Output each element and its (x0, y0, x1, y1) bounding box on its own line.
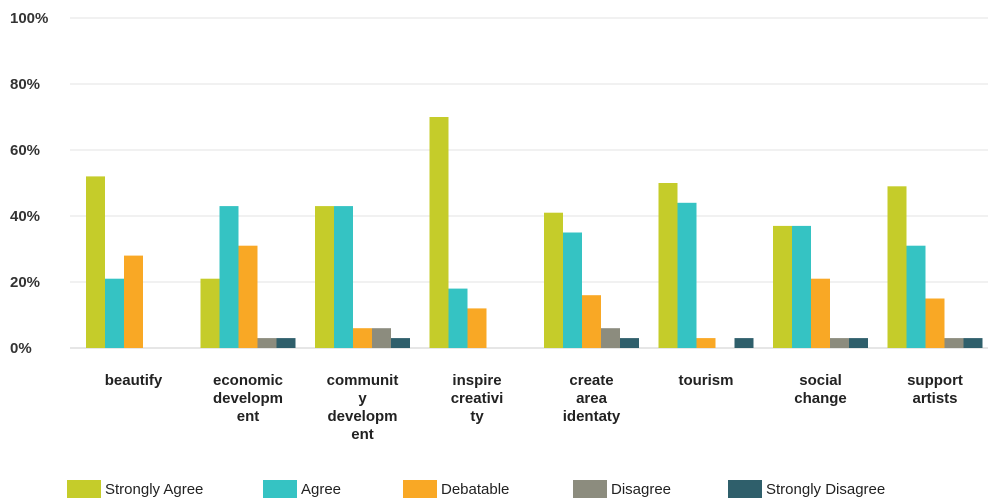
bar (544, 212, 563, 348)
bar (219, 206, 239, 348)
legend-swatch (67, 480, 101, 498)
bars (86, 117, 983, 348)
bar (677, 202, 697, 348)
x-axis-labels: beautify economic developm ent communit y deve… (105, 372, 963, 443)
bar (792, 225, 811, 348)
legend-label: Strongly Disagree (766, 481, 885, 498)
bar (773, 225, 792, 348)
bar (124, 255, 143, 348)
legend-swatch (263, 480, 297, 498)
y-tick-label: 20% (10, 274, 40, 291)
y-tick-label: 80% (10, 76, 40, 93)
y-axis-ticks: 0% 20% 40% 60% 80% 100% (10, 10, 48, 357)
bar (372, 328, 391, 348)
x-category-label: tourism (678, 372, 733, 389)
bar (257, 338, 277, 348)
x-category-label: communit y developm ent (327, 372, 399, 443)
legend-swatch (573, 480, 607, 498)
y-tick-label: 60% (10, 142, 40, 159)
bar (811, 278, 830, 348)
bar (105, 278, 124, 348)
x-category-label: beautify (105, 372, 163, 389)
bar (334, 206, 353, 348)
bar (925, 298, 945, 348)
x-category-label: economic developm ent (213, 372, 283, 425)
bar (734, 338, 754, 348)
bar (86, 176, 105, 348)
y-tick-label: 0% (10, 340, 32, 357)
x-category-label: inspire creativi ty (451, 372, 504, 425)
legend: Strongly Agree Agree Debatable Disagree Stro… (67, 480, 885, 498)
legend-label: Disagree (611, 481, 671, 498)
bar (467, 308, 487, 348)
bar (448, 288, 468, 348)
bar (582, 295, 601, 348)
bar (849, 338, 868, 348)
bar (563, 232, 582, 348)
bar (696, 338, 716, 348)
bar (200, 278, 220, 348)
y-tick-label: 100% (10, 10, 48, 27)
x-category-label: support artists (907, 372, 963, 407)
bar (963, 338, 983, 348)
legend-label: Strongly Agree (105, 481, 203, 498)
bar (601, 328, 620, 348)
bar (238, 245, 258, 348)
bar (944, 338, 964, 348)
legend-swatch (403, 480, 437, 498)
bar (391, 338, 410, 348)
legend-label: Debatable (441, 481, 509, 498)
bar (429, 117, 449, 348)
bar (315, 206, 334, 348)
bar (353, 328, 372, 348)
bar (620, 338, 639, 348)
bar (276, 338, 296, 348)
legend-label: Agree (301, 481, 341, 498)
y-tick-label: 40% (10, 208, 40, 225)
bar (887, 186, 907, 348)
bar (906, 245, 926, 348)
x-category-label: social change (794, 372, 847, 407)
legend-swatch (728, 480, 762, 498)
x-category-label: create area identaty (563, 372, 621, 425)
bar (830, 338, 849, 348)
bar (658, 183, 678, 348)
